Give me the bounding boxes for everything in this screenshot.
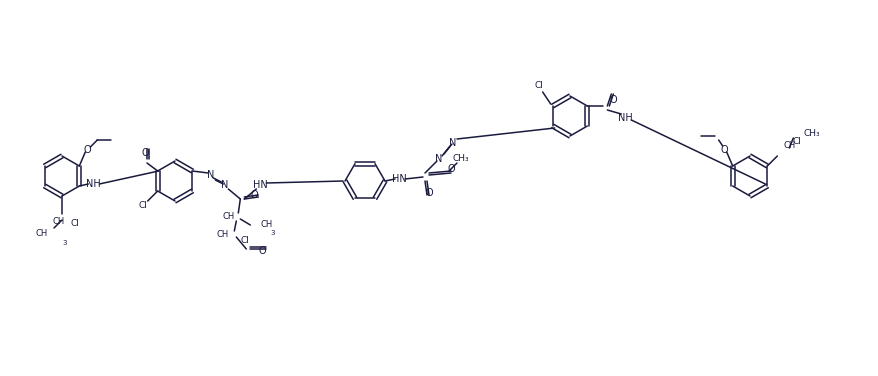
Text: Cl: Cl [240, 237, 248, 246]
Text: O: O [141, 148, 148, 158]
Text: N: N [449, 138, 457, 148]
Text: 3: 3 [62, 240, 67, 246]
Text: HN: HN [253, 180, 268, 190]
Text: O: O [258, 246, 266, 256]
Text: NH: NH [86, 179, 101, 189]
Text: O: O [447, 164, 454, 174]
Text: O: O [425, 188, 432, 198]
Text: N: N [435, 154, 443, 164]
Text: 3: 3 [270, 230, 275, 236]
Text: HN: HN [392, 174, 406, 184]
Text: O: O [608, 95, 616, 105]
Text: N: N [220, 180, 227, 190]
Text: CH: CH [216, 230, 228, 240]
Text: CH: CH [53, 217, 65, 226]
Text: Cl: Cl [71, 220, 80, 229]
Text: O: O [720, 145, 728, 155]
Text: CH: CH [222, 212, 234, 221]
Text: Cl: Cl [138, 202, 147, 211]
Text: CH: CH [782, 141, 795, 150]
Text: O: O [83, 145, 91, 155]
Text: Cl: Cl [792, 138, 801, 147]
Text: Cl: Cl [534, 82, 543, 91]
Text: CH: CH [260, 220, 272, 229]
Text: CH₃: CH₃ [802, 129, 819, 138]
Text: CH₃: CH₃ [452, 155, 469, 164]
Text: CH: CH [36, 229, 48, 238]
Text: N: N [206, 170, 213, 180]
Text: O: O [250, 190, 258, 200]
Text: NH: NH [617, 113, 632, 123]
